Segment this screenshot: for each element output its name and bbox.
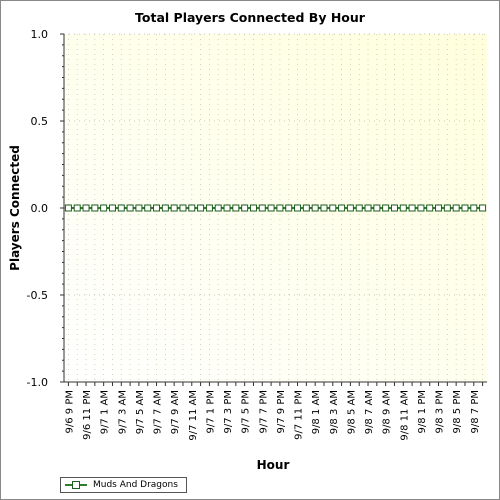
data-point xyxy=(64,204,72,212)
data-point xyxy=(479,204,487,212)
data-point xyxy=(135,204,143,212)
data-point xyxy=(373,204,381,212)
data-point xyxy=(197,204,205,212)
x-tick-label: 9/7 11 AM xyxy=(188,390,199,441)
x-tick-label: 9/7 11 PM xyxy=(294,390,305,440)
data-point xyxy=(117,204,125,212)
data-point xyxy=(364,204,372,212)
data-point xyxy=(108,204,116,212)
data-point xyxy=(276,204,284,212)
data-point xyxy=(294,204,302,212)
data-point xyxy=(302,204,310,212)
data-point xyxy=(390,204,398,212)
data-point xyxy=(408,204,416,212)
x-tick-label: 9/7 1 AM xyxy=(100,390,111,434)
data-point xyxy=(100,204,108,212)
data-point xyxy=(188,204,196,212)
x-axis-label: Hour xyxy=(257,458,290,472)
data-point xyxy=(258,204,266,212)
data-point xyxy=(461,204,469,212)
data-point xyxy=(170,204,178,212)
x-tick-label: 9/7 7 AM xyxy=(153,390,164,434)
data-point xyxy=(267,204,275,212)
x-tick-label: 9/7 3 PM xyxy=(223,390,234,433)
y-tick-label: -0.5 xyxy=(27,289,48,302)
x-tick-label: 9/7 9 AM xyxy=(170,390,181,434)
x-tick-label: 9/7 9 PM xyxy=(276,390,287,433)
data-point xyxy=(311,204,319,212)
data-point xyxy=(382,204,390,212)
data-point xyxy=(470,204,478,212)
x-tick-label: 9/7 1 PM xyxy=(205,390,216,433)
data-point xyxy=(73,204,81,212)
legend-swatch xyxy=(65,480,87,490)
data-point xyxy=(144,204,152,212)
x-tick-label: 9/7 3 AM xyxy=(117,390,128,434)
y-tick-label: 0.0 xyxy=(31,202,49,215)
data-point xyxy=(241,204,249,212)
data-point xyxy=(338,204,346,212)
data-point xyxy=(329,204,337,212)
data-point xyxy=(179,204,187,212)
y-axis-label: Players Connected xyxy=(8,145,22,271)
data-point xyxy=(214,204,222,212)
y-tick-label: -1.0 xyxy=(27,376,48,389)
x-tick-label: 9/8 5 AM xyxy=(346,390,357,434)
data-point xyxy=(126,204,134,212)
data-point xyxy=(285,204,293,212)
x-tick-label: 9/8 3 PM xyxy=(435,390,446,433)
data-point xyxy=(355,204,363,212)
data-point xyxy=(232,204,240,212)
x-tick-label: 9/8 7 AM xyxy=(364,390,375,434)
x-tick-label: 9/8 3 AM xyxy=(329,390,340,434)
data-point xyxy=(417,204,425,212)
data-point xyxy=(452,204,460,212)
data-point xyxy=(82,204,90,212)
legend-label: Muds And Dragons xyxy=(93,480,178,490)
data-point xyxy=(91,204,99,212)
data-point xyxy=(205,204,213,212)
data-point xyxy=(399,204,407,212)
data-point xyxy=(346,204,354,212)
data-point xyxy=(223,204,231,212)
x-tick-label: 9/8 5 PM xyxy=(452,390,463,433)
data-point xyxy=(161,204,169,212)
data-point xyxy=(320,204,328,212)
x-tick-label: 9/6 11 PM xyxy=(82,390,93,440)
y-tick-label: 0.5 xyxy=(31,115,49,128)
chart-legend: Muds And Dragons xyxy=(60,477,187,493)
x-tick-label: 9/8 1 AM xyxy=(311,390,322,434)
x-tick-label: 9/7 5 PM xyxy=(241,390,252,433)
x-tick-label: 9/8 9 AM xyxy=(382,390,393,434)
chart-title: Total Players Connected By Hour xyxy=(135,10,366,25)
x-tick-label: 9/7 7 PM xyxy=(258,390,269,433)
x-tick-label: 9/8 1 PM xyxy=(417,390,428,433)
data-point xyxy=(443,204,451,212)
x-tick-label: 9/6 9 PM xyxy=(64,390,75,433)
x-tick-label: 9/7 5 AM xyxy=(135,390,146,434)
data-point xyxy=(435,204,443,212)
data-point xyxy=(153,204,161,212)
x-tick-label: 9/8 11 AM xyxy=(399,390,410,441)
x-tick-label: 9/8 7 PM xyxy=(470,390,481,433)
data-point xyxy=(249,204,257,212)
y-tick-label: 1.0 xyxy=(31,28,49,41)
data-point xyxy=(426,204,434,212)
